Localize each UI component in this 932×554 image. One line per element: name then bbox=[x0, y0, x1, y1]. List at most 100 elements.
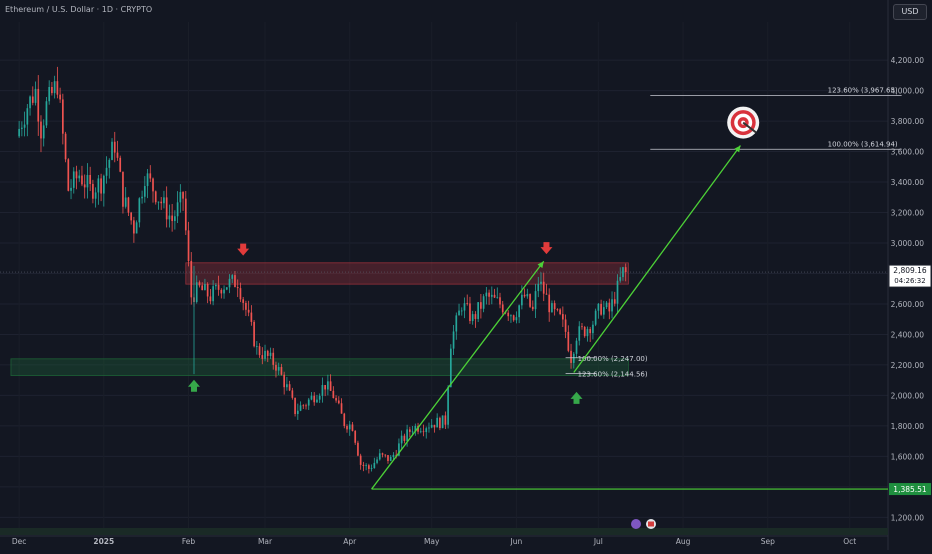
candle-body bbox=[370, 468, 373, 469]
candle-body bbox=[283, 374, 286, 388]
candle-body bbox=[624, 267, 627, 273]
candle-body bbox=[551, 303, 553, 313]
y-tick-label: 3,200.00 bbox=[891, 209, 925, 218]
candle-body bbox=[400, 435, 403, 444]
candle-body bbox=[261, 355, 264, 359]
candle-body bbox=[264, 350, 266, 359]
candle-body bbox=[75, 171, 78, 179]
candle-body bbox=[130, 212, 132, 221]
candle-body bbox=[384, 454, 387, 456]
candle-body bbox=[594, 310, 597, 325]
up-arrow-marker bbox=[570, 391, 583, 404]
candle-body bbox=[583, 327, 586, 337]
candle-body bbox=[485, 292, 488, 297]
price-tag-bg bbox=[889, 483, 931, 496]
candle-body bbox=[212, 286, 214, 302]
candle-body bbox=[362, 464, 365, 466]
x-tick-label: Dec bbox=[12, 537, 27, 546]
candle-body bbox=[258, 346, 261, 356]
candle-body bbox=[310, 395, 313, 400]
candle-body bbox=[21, 127, 23, 129]
candle-body bbox=[608, 302, 611, 312]
candle-body bbox=[135, 222, 138, 234]
candle-body bbox=[291, 390, 294, 398]
candle-body bbox=[337, 400, 340, 404]
candle-body bbox=[316, 399, 318, 403]
candle-body bbox=[592, 324, 594, 334]
candle-body bbox=[302, 405, 305, 407]
candle-body bbox=[296, 410, 299, 414]
candle-body bbox=[269, 352, 272, 356]
y-tick-label: 1,800.00 bbox=[891, 422, 925, 431]
candle-body bbox=[602, 307, 605, 315]
candle-body bbox=[42, 125, 45, 139]
down-arrow-marker bbox=[237, 243, 250, 256]
candle-body bbox=[512, 315, 515, 321]
candle-body bbox=[204, 284, 206, 291]
y-tick-label: 2,400.00 bbox=[891, 330, 925, 339]
candle-body bbox=[381, 453, 384, 455]
x-tick-label: Jul bbox=[593, 537, 603, 546]
candle-body bbox=[441, 415, 444, 429]
candle-body bbox=[313, 395, 316, 403]
candle-body bbox=[455, 315, 458, 332]
candle-body bbox=[444, 415, 447, 425]
candle-body bbox=[67, 159, 70, 191]
candle-body bbox=[299, 405, 302, 411]
candle-body bbox=[217, 284, 220, 290]
candle-body bbox=[398, 443, 400, 456]
candle-body bbox=[477, 302, 480, 319]
candle-body bbox=[368, 465, 370, 469]
trend-arrow-head bbox=[734, 145, 741, 153]
candle-body bbox=[209, 296, 212, 302]
candle-body bbox=[64, 133, 67, 160]
candle-body bbox=[133, 220, 135, 234]
candle-body bbox=[56, 81, 59, 95]
candle-body bbox=[449, 348, 452, 388]
candle-body bbox=[89, 174, 92, 184]
y-tick-label: 2,600.00 bbox=[891, 300, 925, 309]
candle-body bbox=[223, 289, 225, 294]
candle-body bbox=[605, 302, 608, 308]
candle-body bbox=[526, 294, 529, 297]
target-icon bbox=[727, 106, 760, 139]
candle-body bbox=[225, 287, 228, 290]
candle-body bbox=[600, 303, 602, 315]
candle-body bbox=[187, 230, 190, 261]
candle-body bbox=[556, 309, 559, 310]
candle-body bbox=[23, 124, 26, 128]
candle-body bbox=[616, 280, 619, 304]
candle-body bbox=[436, 417, 439, 428]
fib-level-label: 123.60% (3,967.65) bbox=[828, 87, 898, 95]
candle-body bbox=[146, 173, 149, 187]
candle-body bbox=[439, 417, 441, 429]
level-price-tag: 1,385.51 bbox=[893, 485, 927, 494]
candle-body bbox=[239, 288, 242, 300]
currency-unit-button[interactable]: USD bbox=[893, 4, 927, 20]
trend-arrow-line bbox=[371, 260, 545, 490]
x-tick-label: Feb bbox=[182, 537, 196, 546]
target-dart bbox=[742, 121, 757, 134]
candle-body bbox=[152, 178, 154, 192]
candle-body bbox=[171, 215, 173, 222]
candle-body bbox=[275, 364, 277, 371]
candle-body bbox=[343, 413, 346, 427]
candle-body bbox=[548, 294, 551, 313]
candle-body bbox=[572, 353, 575, 363]
candle-body bbox=[351, 424, 354, 431]
candle-body bbox=[215, 284, 217, 287]
y-tick-label: 3,600.00 bbox=[891, 148, 925, 157]
candle-body bbox=[428, 427, 430, 429]
candle-body bbox=[575, 340, 578, 354]
candle-body bbox=[392, 454, 395, 457]
candle-body bbox=[288, 384, 291, 391]
candle-body bbox=[108, 159, 111, 168]
candle-body bbox=[198, 282, 201, 286]
candle-body bbox=[105, 167, 108, 176]
candle-body bbox=[40, 121, 42, 139]
candle-body bbox=[119, 157, 122, 172]
candle-body bbox=[597, 303, 600, 311]
candle-body bbox=[365, 465, 367, 467]
